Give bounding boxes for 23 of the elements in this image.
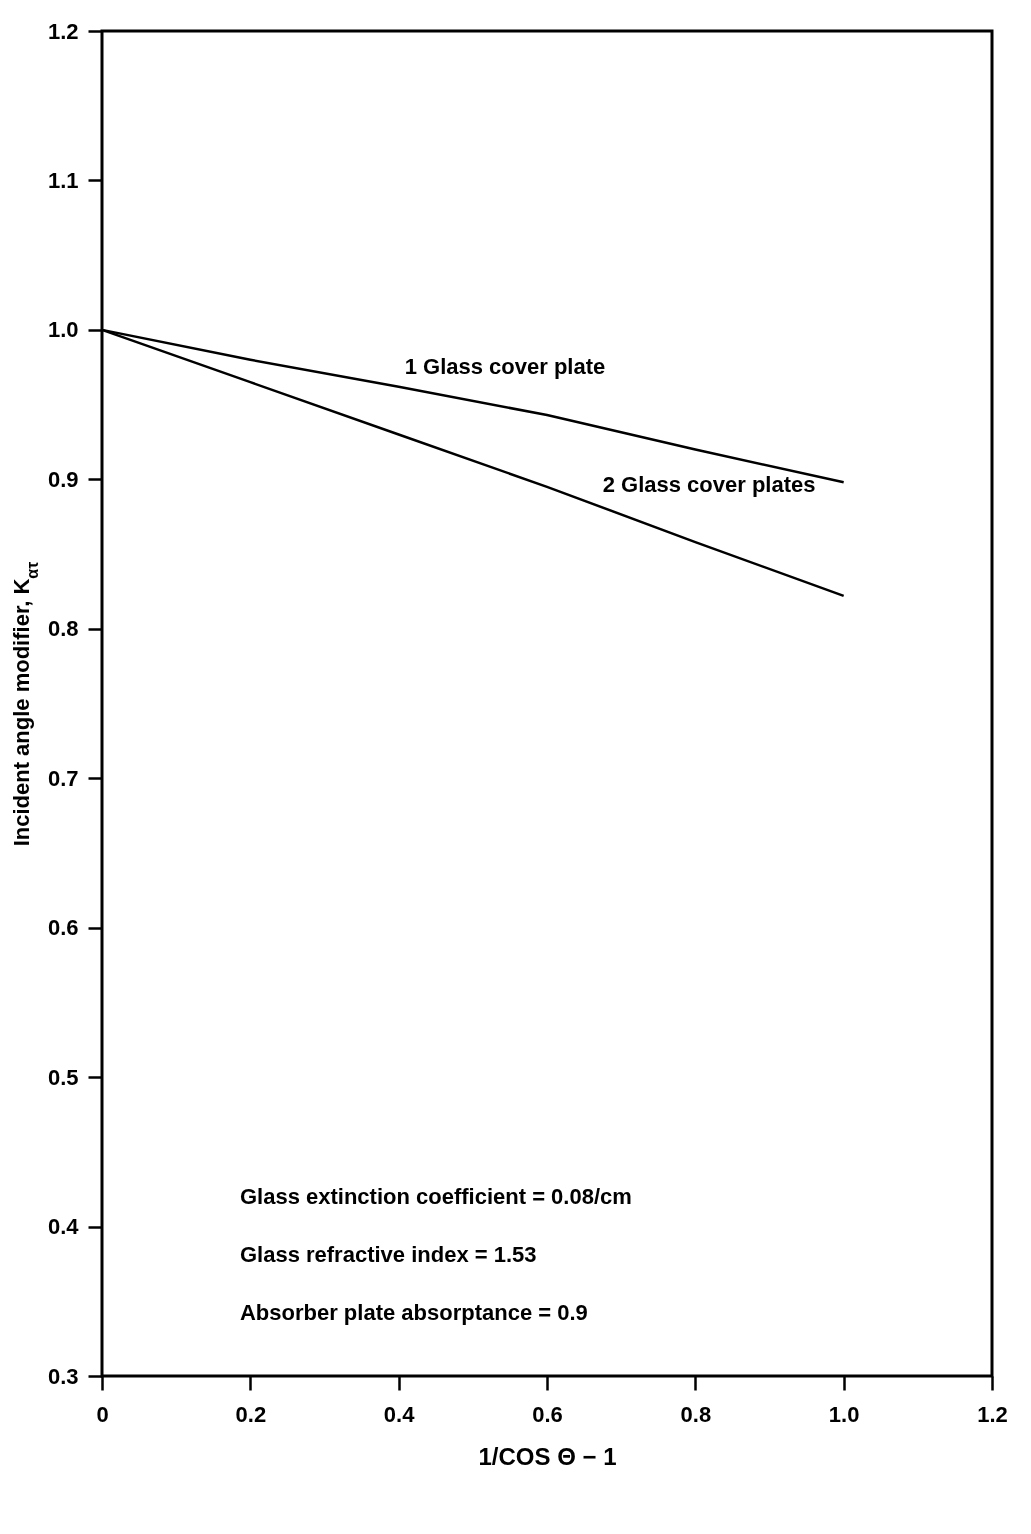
y-tick-label: 0.7 [47,765,79,791]
annotation: Absorber plate absorptance = 0.9 [239,1299,588,1325]
y-tick-label: 0.8 [47,616,79,642]
x-tick-label: 0.2 [235,1401,267,1427]
annotation: Glass refractive index = 1.53 [239,1241,537,1267]
y-tick-label: 1.1 [47,167,79,193]
y-tick-label: 1.2 [47,18,79,44]
y-tick-label: 0.9 [47,466,79,492]
x-tick-label: 0.8 [680,1401,712,1427]
x-tick-label: 0 [96,1401,109,1427]
x-tick-label: 0.6 [532,1401,563,1427]
x-tick-label: 1.0 [828,1401,860,1427]
x-tick-label: 1.2 [977,1401,1008,1427]
annotation: 1 Glass cover plate [404,353,606,379]
y-tick-label: 0.3 [47,1363,79,1389]
annotation: 2 Glass cover plates [602,471,816,497]
y-tick-label: 1.0 [47,317,79,343]
x-tick-label: 0.4 [383,1401,416,1427]
y-tick-label: 0.6 [47,915,79,941]
x-axis-title: 1/COS Θ − 1 [478,1442,617,1470]
y-tick-label: 0.4 [47,1214,80,1240]
y-tick-label: 0.5 [47,1064,79,1090]
annotation: Glass extinction coefficient = 0.08/cm [239,1184,632,1210]
